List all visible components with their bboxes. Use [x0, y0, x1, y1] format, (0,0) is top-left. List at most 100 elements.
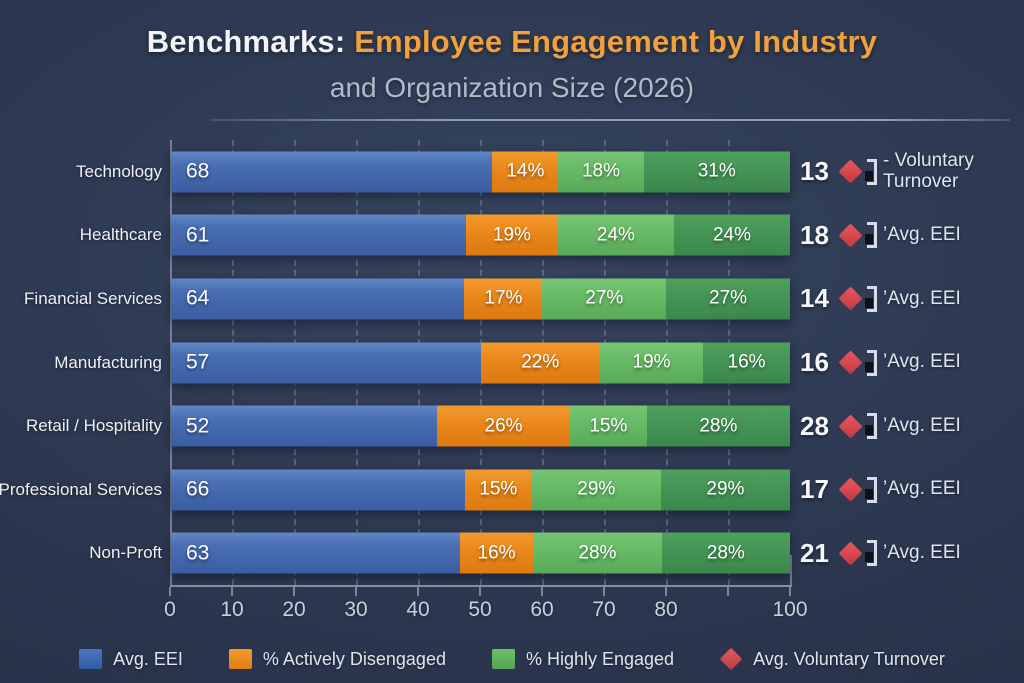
category-label: Professional Services [0, 479, 162, 499]
segment-avg-eei: 63 [171, 532, 460, 574]
turnover-annotation: 21 ’Avg. EEI [800, 521, 1024, 585]
engaged-dark-percent: 28% [706, 542, 745, 564]
segment-highly-engaged-dark: 24% [673, 214, 790, 256]
bracket-notch [865, 488, 873, 499]
title-highlight: Employee Engagement by Industry [345, 24, 878, 59]
category-label: Financial Services [24, 288, 162, 308]
x-tick-label: 30 [344, 598, 368, 621]
legend-item-highly-engaged: % Highly Engaged [491, 648, 675, 670]
category-label: Manufacturing [54, 352, 162, 372]
orange-square-icon [228, 649, 252, 669]
bar-track: 61 19% 24% 24% [171, 214, 790, 256]
bracket-glyph-icon [865, 540, 877, 567]
engaged-light-percent: 27% [585, 287, 624, 309]
segment-avg-eei: 61 [171, 214, 466, 256]
title-divider [210, 119, 1010, 121]
segment-actively-disengaged: 15% [464, 469, 532, 511]
segment-highly-engaged-light: 29% [531, 469, 661, 511]
chart-row: Professional Services 66 15% 29% 29% 17 … [0, 458, 1024, 522]
turnover-value: 13 [800, 156, 829, 187]
stacked-bar: 61 19% 24% 24% [171, 214, 790, 256]
segment-avg-eei: 64 [171, 278, 465, 320]
disengaged-percent: 19% [492, 224, 531, 246]
engaged-light-percent: 19% [632, 351, 671, 373]
stacked-bar: 63 16% 28% 28% [171, 532, 790, 574]
bracket-glyph-icon [865, 476, 877, 503]
engaged-dark-percent: 29% [706, 478, 745, 500]
segment-highly-engaged-light: 18% [558, 151, 644, 193]
engaged-light-percent: 15% [589, 415, 628, 437]
plot-right-corner [790, 555, 792, 585]
x-tick-label: 80 [654, 598, 678, 621]
engaged-light-percent: 28% [578, 542, 617, 564]
disengaged-percent: 16% [477, 542, 516, 564]
segment-highly-engaged-light: 24% [557, 214, 674, 256]
bracket-notch [865, 552, 873, 563]
engaged-light-percent: 29% [577, 478, 616, 500]
bracket-notch [865, 297, 873, 308]
legend-label: % Actively Disengaged [262, 648, 446, 669]
segment-highly-engaged-light: 28% [533, 532, 662, 574]
chart-row: Retail / Hospitality 52 26% 15% 28% 28 ’… [0, 394, 1024, 458]
segment-highly-engaged-dark: 29% [660, 469, 790, 511]
avg-eei-value: 66 [186, 477, 210, 501]
segment-highly-engaged-dark: 28% [661, 532, 790, 574]
bracket-glyph-icon [865, 222, 877, 249]
x-tick-mark [231, 587, 233, 596]
bracket-glyph-icon [865, 349, 877, 376]
stacked-bar: 68 14% 18% 31% [171, 151, 790, 193]
segment-avg-eei: 66 [171, 469, 465, 511]
segment-actively-disengaged: 19% [465, 214, 558, 256]
turnover-value: 21 [800, 537, 829, 568]
disengaged-percent: 22% [521, 351, 560, 373]
x-tick-mark [417, 587, 419, 596]
legend-item-avg-eei: Avg. EEI [79, 649, 183, 670]
segment-highly-engaged-light: 27% [542, 278, 667, 320]
segment-actively-disengaged: 26% [437, 405, 571, 447]
disengaged-percent: 14% [506, 160, 545, 182]
disengaged-percent: 17% [484, 287, 523, 309]
bracket-glyph-icon [865, 285, 877, 312]
plot-area: Technology 68 14% 18% 31% 13 - Voluntary… [0, 140, 1024, 585]
x-tick-mark [603, 587, 605, 596]
bracket-notch [865, 234, 873, 245]
engaged-dark-percent: 16% [727, 351, 766, 373]
chart-row: Financial Services 64 17% 27% 27% 14 ’Av… [0, 267, 1024, 331]
bar-track: 52 26% 15% 28% [171, 405, 790, 447]
annotation-label: - Voluntary Turnover [883, 150, 974, 192]
engaged-dark-percent: 27% [709, 287, 748, 309]
turnover-diamond-icon [838, 223, 863, 248]
turnover-value: 17 [800, 474, 829, 505]
avg-eei-value: 61 [186, 223, 210, 247]
bracket-notch [865, 361, 873, 372]
engaged-dark-percent: 28% [699, 415, 738, 437]
bracket-notch [865, 425, 873, 436]
legend-label: % Highly Engaged [525, 648, 675, 669]
legend: Avg. EEI % Actively Disengaged % Highly … [0, 643, 1024, 675]
chart-row: Healthcare 61 19% 24% 24% 18 ’Avg. EEI [0, 204, 1024, 268]
segment-highly-engaged-dark: 16% [703, 342, 790, 384]
annotation-label: ’Avg. EEI [883, 542, 961, 563]
turnover-diamond-icon [838, 541, 863, 566]
turnover-diamond-icon [838, 286, 863, 311]
stacked-bar: 57 22% 19% 16% [171, 342, 790, 384]
x-tick-label: 0 [164, 598, 176, 621]
segment-avg-eei: 68 [171, 151, 493, 193]
turnover-value: 18 [800, 219, 829, 250]
engaged-dark-percent: 31% [697, 160, 736, 182]
x-tick-mark [169, 587, 171, 596]
category-label: Non-Proft [89, 543, 162, 563]
x-tick-label: 20 [282, 598, 306, 621]
red-diamond-icon [719, 647, 743, 671]
segment-highly-engaged-light: 15% [570, 405, 647, 447]
x-tick-mark [355, 587, 357, 596]
avg-eei-value: 57 [186, 350, 210, 374]
bar-track: 64 17% 27% 27% [171, 278, 790, 320]
x-axis-ticks: 0 10 20 30 40 50 60 70 80 100 [164, 585, 808, 625]
annotation-label: ’Avg. EEI [883, 478, 961, 500]
turnover-diamond-icon [838, 414, 863, 439]
segment-avg-eei: 52 [171, 405, 438, 447]
chart-row: Manufacturing 57 22% 19% 16% 16 ’Avg. EE… [0, 331, 1024, 395]
turnover-annotation: 17 ’Avg. EEI [800, 458, 1024, 522]
engaged-light-percent: 24% [596, 224, 635, 246]
